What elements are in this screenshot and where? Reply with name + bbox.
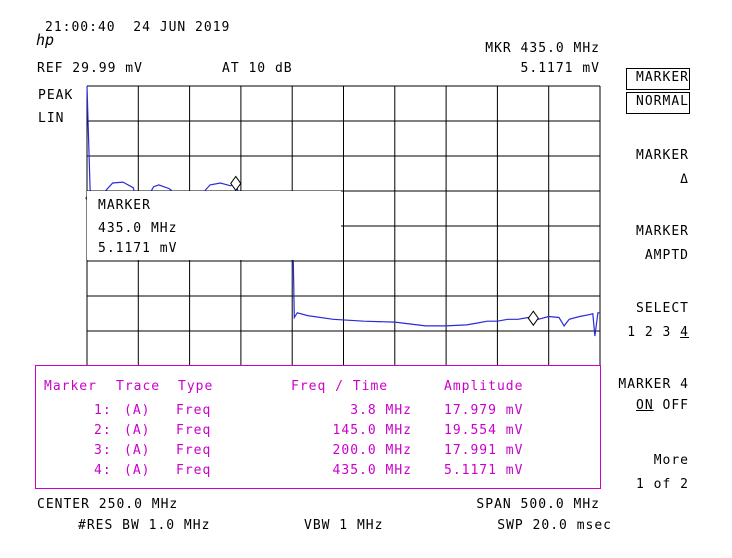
marker-readout-title: MARKER bbox=[98, 198, 151, 213]
delta-icon: Δ bbox=[680, 172, 689, 187]
softkey-label: 1 of 2 bbox=[636, 477, 689, 492]
row-marker: 1: bbox=[94, 403, 112, 418]
softkey-label: More bbox=[653, 453, 689, 468]
col-header-amplitude: Amplitude bbox=[444, 379, 524, 394]
row-type: Freq bbox=[176, 463, 212, 478]
marker4-on-off-softkey[interactable]: MARKER 4 ON OFF bbox=[608, 374, 728, 422]
scale-mode: LIN bbox=[38, 111, 65, 126]
marker-delta-softkey[interactable]: MARKER Δ bbox=[608, 145, 728, 193]
softkey-label: AMPTD bbox=[644, 248, 689, 263]
span: SPAN 500.0 MHz bbox=[476, 497, 600, 512]
row-type: Freq bbox=[176, 403, 212, 418]
softkey-options: ON OFF bbox=[608, 398, 689, 414]
marker-readout-amplitude: 5.1171 mV bbox=[98, 241, 178, 256]
marker-amptd-softkey[interactable]: MARKER AMPTD bbox=[608, 221, 728, 269]
video-bandwidth: VBW 1 MHz bbox=[304, 518, 384, 533]
col-header-trace: Trace bbox=[116, 379, 161, 394]
marker-normal-softkey[interactable]: MARKER NORMAL bbox=[608, 66, 728, 114]
active-indicator bbox=[626, 68, 690, 90]
softkey-label: MARKER 4 bbox=[618, 377, 689, 392]
center-frequency: CENTER 250.0 MHz bbox=[37, 497, 179, 512]
row-marker: 4: bbox=[94, 463, 112, 478]
col-header-marker: Marker bbox=[44, 379, 97, 394]
row-marker: 3: bbox=[94, 443, 112, 458]
hp-logo: hp bbox=[36, 31, 55, 49]
marker-2-diamond bbox=[230, 175, 242, 192]
marker-readout-panel: MARKER 435.0 MHz 5.1171 mV bbox=[87, 191, 341, 260]
row-trace: (A) bbox=[124, 443, 151, 458]
more-softkey[interactable]: More 1 of 2 bbox=[608, 450, 728, 498]
row-amplitude: 5.1171 mV bbox=[444, 463, 524, 478]
attenuation: AT 10 dB bbox=[222, 61, 293, 76]
sweep-time: SWP 20.0 msec bbox=[497, 518, 612, 533]
col-header-freq: Freq / Time bbox=[291, 379, 389, 394]
row-type: Freq bbox=[176, 423, 212, 438]
row-amplitude: 17.979 mV bbox=[444, 403, 524, 418]
row-trace: (A) bbox=[124, 423, 151, 438]
row-trace: (A) bbox=[124, 403, 151, 418]
row-freq: 200.0 MHz bbox=[332, 443, 412, 458]
row-freq: 3.8 MHz bbox=[350, 403, 412, 418]
active-indicator bbox=[626, 92, 690, 114]
ref-level: REF 29.99 mV bbox=[37, 61, 143, 76]
row-trace: (A) bbox=[124, 463, 151, 478]
marker-value-readout: 5.1171 mV bbox=[520, 61, 600, 76]
marker-table: Marker Trace Type Freq / Time Amplitude … bbox=[35, 365, 601, 489]
on-option: ON bbox=[636, 398, 654, 413]
softkey-label: MARKER bbox=[636, 70, 689, 85]
softkey-options: 1 2 3 4 bbox=[608, 325, 689, 341]
softkey-label: MARKER bbox=[636, 148, 689, 163]
marker-4-diamond bbox=[527, 310, 539, 327]
row-type: Freq bbox=[176, 443, 212, 458]
row-amplitude: 19.554 mV bbox=[444, 423, 524, 438]
softkey-label: MARKER bbox=[636, 224, 689, 239]
off-option: OFF bbox=[653, 398, 689, 413]
select-marker-softkey[interactable]: SELECT 1 2 3 4 bbox=[608, 298, 728, 346]
marker-frequency-readout: MKR 435.0 MHz bbox=[485, 41, 600, 56]
row-amplitude: 17.991 mV bbox=[444, 443, 524, 458]
detector-mode: PEAK bbox=[38, 88, 74, 103]
marker-readout-freq: 435.0 MHz bbox=[98, 221, 178, 236]
row-marker: 2: bbox=[94, 423, 112, 438]
col-header-type: Type bbox=[178, 379, 214, 394]
timestamp: 21:00:40 24 JUN 2019 bbox=[45, 20, 231, 35]
resolution-bandwidth: #RES BW 1.0 MHz bbox=[78, 518, 211, 533]
selected-option: 4 bbox=[680, 325, 689, 340]
select-options: 1 2 3 bbox=[627, 325, 681, 340]
row-freq: 145.0 MHz bbox=[332, 423, 412, 438]
row-freq: 435.0 MHz bbox=[332, 463, 412, 478]
softkey-label: SELECT bbox=[636, 301, 689, 316]
softkey-label: NORMAL bbox=[636, 94, 689, 109]
